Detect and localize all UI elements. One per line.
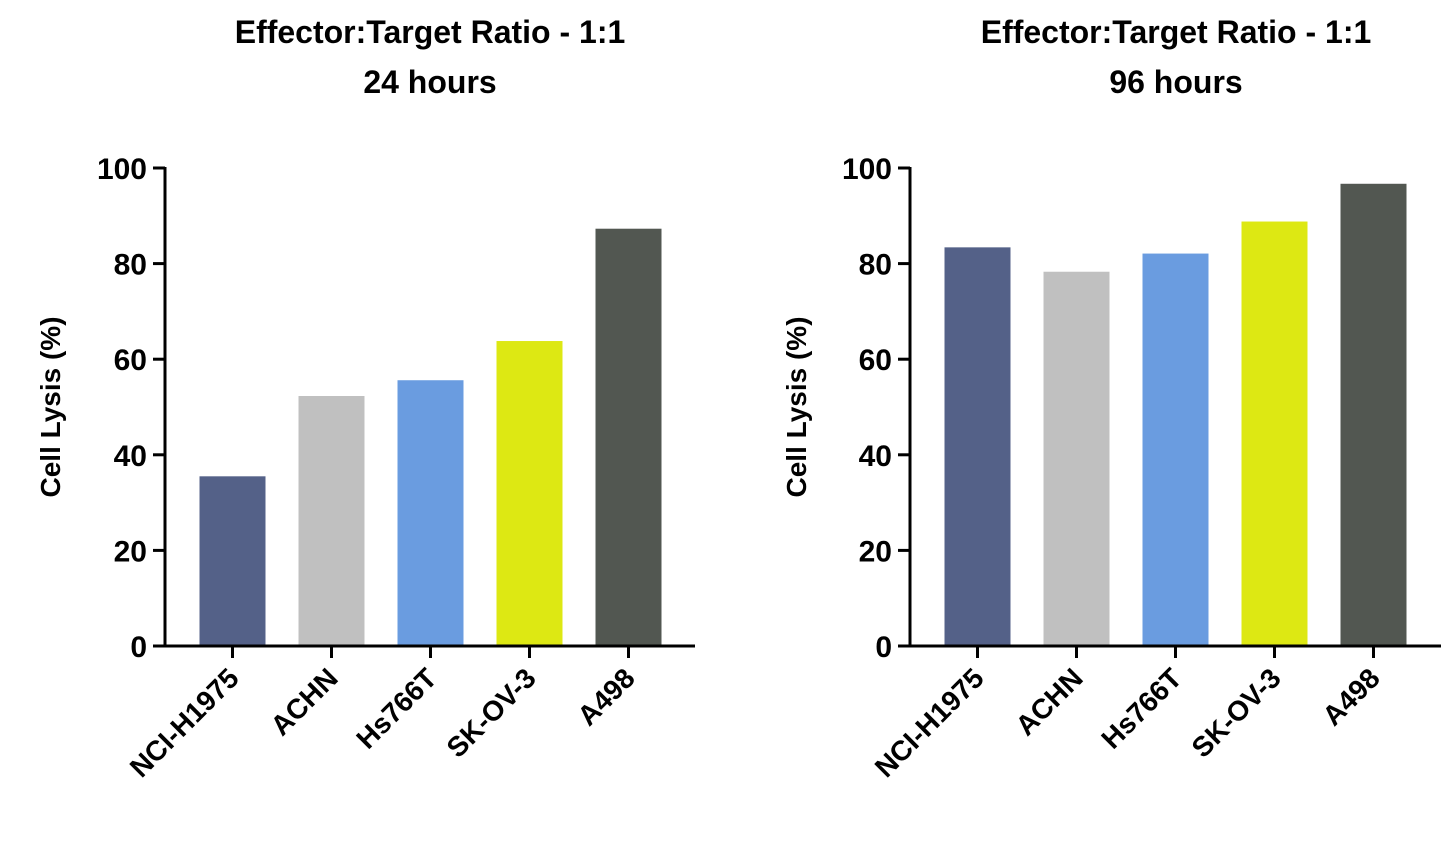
chart-title: Effector:Target Ratio - 1:1 96 hours (981, 14, 1372, 100)
bar-sk-ov-3 (496, 341, 563, 646)
x-tick-label: Hs766T (1095, 662, 1187, 754)
chart-title-line-1: Effector:Target Ratio - 1:1 (235, 14, 626, 50)
chart-panel-2: Effector:Target Ratio - 1:1 96 hours Cell … (781, 14, 1441, 783)
bar-a498 (595, 228, 662, 646)
y-tick-label: 60 (114, 344, 147, 377)
bar-sk-ov-3 (1241, 221, 1308, 646)
y-tick-label: 20 (859, 535, 892, 568)
y-axis-label: Cell Lysis (%) (35, 316, 66, 497)
chart-panel-1: Effector:Target Ratio - 1:1 24 hours Cell … (35, 14, 695, 783)
chart-title-line-2: 24 hours (363, 64, 496, 100)
bar-a498 (1340, 183, 1407, 647)
y-tick-label: 80 (114, 249, 147, 282)
y-tick-label: 80 (859, 249, 892, 282)
y-tick-label: 100 (97, 153, 147, 186)
x-tick-label: ACHN (265, 662, 344, 741)
x-tick-label: NCI-H1975 (869, 662, 990, 783)
y-axis-label: Cell Lysis (%) (781, 316, 812, 497)
bar-achn (298, 396, 365, 646)
x-tick-label: NCI-H1975 (124, 662, 245, 783)
x-tick-label: SK-OV-3 (441, 662, 542, 763)
bar-nci-h1975 (199, 476, 266, 646)
x-tick-label: ACHN (1010, 662, 1089, 741)
bar-achn (1043, 271, 1110, 646)
x-tick-label: SK-OV-3 (1186, 662, 1287, 763)
y-tick-label: 0 (875, 631, 892, 664)
x-tick-label: A498 (1316, 662, 1385, 731)
chart-title: Effector:Target Ratio - 1:1 24 hours (235, 14, 626, 100)
chart-title-line-2: 96 hours (1109, 64, 1242, 100)
bar-nci-h1975 (944, 247, 1011, 646)
y-tick-label: 60 (859, 344, 892, 377)
x-tick-label: A498 (571, 662, 640, 731)
bar-hs766t (1142, 253, 1209, 646)
y-tick-label: 0 (130, 631, 147, 664)
bar-hs766t (397, 380, 464, 646)
y-tick-label: 40 (859, 440, 892, 473)
chart-title-line-1: Effector:Target Ratio - 1:1 (981, 14, 1372, 50)
y-tick-label: 40 (114, 440, 147, 473)
y-tick-label: 100 (842, 153, 892, 186)
y-tick-label: 20 (114, 535, 147, 568)
x-tick-label: Hs766T (350, 662, 442, 754)
